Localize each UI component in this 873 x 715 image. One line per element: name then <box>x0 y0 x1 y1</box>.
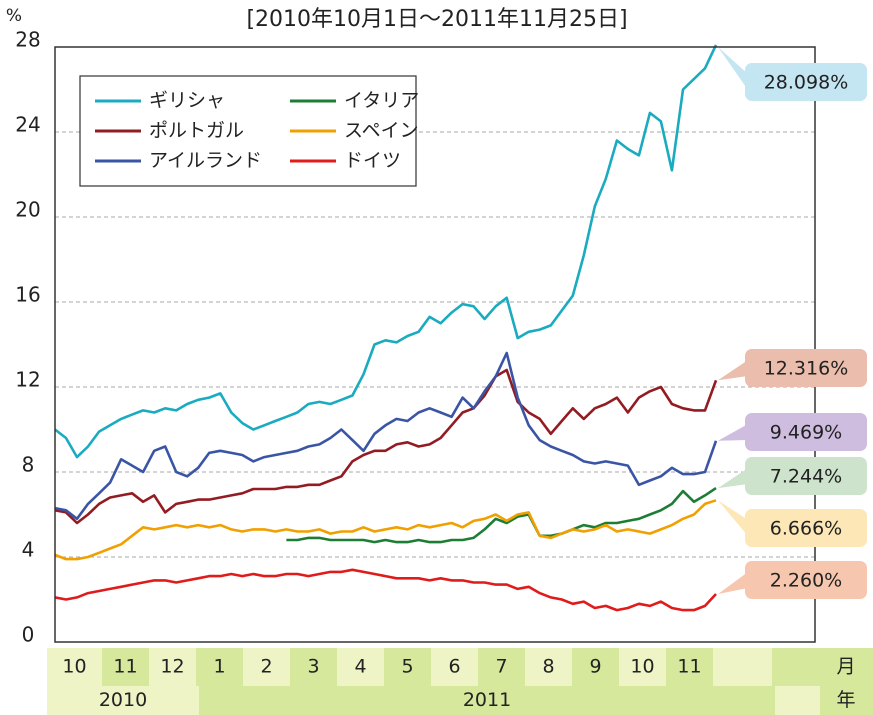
y-tick-label: 4 <box>22 538 35 562</box>
month-label: 6 <box>448 656 460 678</box>
month-label: 10 <box>630 656 654 678</box>
month-unit-cell <box>820 648 873 686</box>
year-label: 2011 <box>463 689 511 711</box>
y-tick-label: 8 <box>22 453 35 477</box>
month-cell <box>384 648 431 686</box>
callout-pointer <box>718 572 748 594</box>
legend-label: イタリア <box>344 90 419 112</box>
month-label: 3 <box>307 656 319 678</box>
year-unit-cell <box>820 686 873 715</box>
month-cell <box>525 648 572 686</box>
plot-lines <box>55 44 718 612</box>
callout-box <box>745 413 867 451</box>
month-cell <box>772 648 820 686</box>
y-tick-label: 20 <box>15 198 40 222</box>
callout-pointer <box>718 424 748 441</box>
month-label: 5 <box>401 656 413 678</box>
month-label: 11 <box>677 656 701 678</box>
callout-label: 12.316% <box>764 358 849 380</box>
year-cell <box>775 686 820 715</box>
month-cell <box>666 648 713 686</box>
y-unit: % <box>6 6 22 26</box>
callout-label: 28.098% <box>764 72 849 94</box>
month-cell <box>431 648 478 686</box>
callout-pointer <box>718 360 748 381</box>
callouts: 28.098% 12.316% 9.469% 7.244% 6.666% 2.260% <box>718 47 867 599</box>
month-cell <box>337 648 384 686</box>
legend-box <box>79 75 417 187</box>
callout-label: 9.469% <box>770 422 842 444</box>
month-label: 7 <box>495 656 507 678</box>
month-cell <box>713 648 772 686</box>
month-cell <box>102 648 149 686</box>
year-unit: 年 <box>836 689 855 711</box>
month-label: 10 <box>62 656 86 678</box>
series-line <box>286 487 717 544</box>
month-cell <box>478 648 525 686</box>
callout-box <box>745 509 867 547</box>
year-cell <box>47 686 199 715</box>
year-cell <box>199 686 775 715</box>
callout-box <box>745 457 867 495</box>
legend-label: アイルランド <box>149 150 262 172</box>
grid: 0 4 8 12 16 20 24 28 <box>15 28 815 647</box>
y-tick-label: 0 <box>22 623 35 647</box>
month-label: 9 <box>589 656 601 678</box>
series-line <box>55 368 718 525</box>
callout-pointer <box>718 468 748 489</box>
month-cell <box>149 648 196 686</box>
legend-label: ドイツ <box>344 150 401 172</box>
callout-label: 2.260% <box>770 570 842 592</box>
chart-title: [2010年10月1日～2011年11月25日] <box>246 7 627 32</box>
y-tick-label: 16 <box>15 283 40 307</box>
month-cell <box>243 648 290 686</box>
callout-box <box>745 63 867 101</box>
callout-label: 6.666% <box>770 518 842 540</box>
month-cell <box>619 648 666 686</box>
legend-label: ギリシャ <box>149 90 225 112</box>
series-line <box>55 499 717 561</box>
month-label: 4 <box>354 656 366 678</box>
series-line <box>55 44 718 459</box>
month-cell <box>47 648 102 686</box>
month-unit: 月 <box>836 656 855 678</box>
month-cell <box>196 648 243 686</box>
month-label: 11 <box>113 656 137 678</box>
month-label: 8 <box>542 656 554 678</box>
month-label: 12 <box>160 656 184 678</box>
year-label: 2010 <box>99 689 147 711</box>
series-line <box>55 351 718 521</box>
callout-pointer <box>718 500 748 536</box>
month-label: 2 <box>260 656 272 678</box>
y-tick-label: 28 <box>15 28 40 52</box>
legend-label: ポルトガル <box>149 120 244 142</box>
callout-box <box>745 349 867 387</box>
plot-frame <box>54 46 816 643</box>
month-label: 1 <box>213 656 225 678</box>
callout-pointer <box>718 47 748 90</box>
callout-label: 7.244% <box>770 466 842 488</box>
series-line <box>55 568 717 612</box>
month-cell <box>572 648 619 686</box>
callout-box <box>745 561 867 599</box>
month-cell <box>290 648 337 686</box>
y-tick-label: 12 <box>15 368 40 392</box>
legend-label: スペイン <box>344 120 419 142</box>
y-tick-label: 24 <box>15 113 40 137</box>
